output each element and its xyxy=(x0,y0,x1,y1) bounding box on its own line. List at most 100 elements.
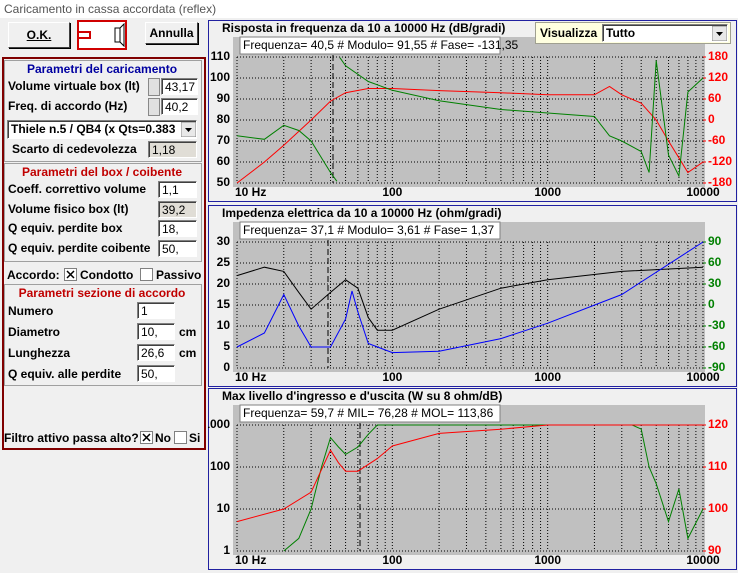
chart-title: Max livello d'ingresso e d'uscita (W su … xyxy=(222,389,502,403)
option-label: Passivo xyxy=(156,268,202,282)
field-label: Lunghezza xyxy=(8,346,70,360)
y-tick-label: 1 xyxy=(223,543,230,557)
y2-tick-label: -120 xyxy=(708,154,732,168)
spinner[interactable] xyxy=(148,78,160,96)
info-text: Frequenza= 37,1 # Modulo= 3,61 # Fase= 1… xyxy=(243,223,495,237)
plot-area xyxy=(233,37,705,187)
info-box xyxy=(239,36,501,55)
field-label: Scarto di cedevolezza xyxy=(12,142,137,156)
series-line xyxy=(236,241,704,354)
field-readonly: 39,2 xyxy=(158,201,197,218)
field-input[interactable]: 50, xyxy=(158,240,197,257)
series-line xyxy=(236,266,704,331)
field-label: Q equiv. perdite box xyxy=(8,221,123,235)
checkbox-checked[interactable] xyxy=(64,268,77,281)
ok-button[interactable]: O.K. xyxy=(8,22,70,48)
y2-tick-label: -60 xyxy=(708,133,726,147)
view-selector: Visualizza Tutto xyxy=(535,22,731,44)
field-label: Volume virtuale box (lt) xyxy=(8,79,140,93)
view-dropdown[interactable]: Tutto xyxy=(602,24,728,42)
field-input[interactable]: 26,6 xyxy=(137,344,175,361)
chart: Impedenza elettrica da 10 a 10000 Hz (oh… xyxy=(208,205,737,387)
y2-tick-label: 110 xyxy=(708,459,728,473)
checkbox-checked[interactable] xyxy=(140,431,153,444)
y-tick-label: 30 xyxy=(217,234,231,248)
y-tick-label: 90 xyxy=(217,91,231,105)
field-input[interactable]: 43,17 xyxy=(161,78,198,95)
field-input[interactable]: 1 xyxy=(137,302,175,319)
field-input[interactable]: 10, xyxy=(137,323,175,340)
field-input[interactable]: 1,1 xyxy=(158,181,197,198)
dropdown-value: Thiele n.5 / QB4 (x Qts=0.383 xyxy=(11,122,176,136)
y2-tick-label: 100 xyxy=(708,501,728,515)
x-tick-label: 10 Hz xyxy=(235,370,266,384)
section-title: Parametri sezione di accordo xyxy=(18,286,186,300)
field-readonly: 1,18 xyxy=(148,141,197,158)
y-tick-label: 80 xyxy=(217,112,231,126)
x-tick-label: 1000 xyxy=(534,370,561,384)
y2-tick-label: 90 xyxy=(708,234,722,248)
alignment-dropdown[interactable]: Thiele n.5 / QB4 (x Qts=0.383 xyxy=(7,120,197,139)
y-tick-label: 100 xyxy=(210,70,230,84)
field-label: Diametro xyxy=(8,325,61,339)
y-tick-label: 60 xyxy=(217,154,231,168)
filter-label: Filtro attivo passa alto? xyxy=(4,431,139,445)
charts: Risposta in frequenza da 10 a 10000 Hz (… xyxy=(208,20,737,570)
field-label: Coeff. correttivo volume xyxy=(8,182,147,196)
field-label: Freq. di accordo (Hz) xyxy=(8,99,128,113)
x-tick-label: 10000 xyxy=(686,185,720,199)
x-tick-label: 1000 xyxy=(534,185,561,199)
field-input[interactable]: 18, xyxy=(158,220,197,237)
parameters-panel xyxy=(2,57,206,450)
box-group xyxy=(4,163,202,262)
y2-tick-label: 60 xyxy=(708,255,722,269)
y-tick-label: 110 xyxy=(211,49,231,63)
checkbox[interactable] xyxy=(140,268,153,281)
info-box xyxy=(239,221,501,240)
series-line xyxy=(236,57,704,182)
chart: Max livello d'ingresso e d'uscita (W su … xyxy=(208,388,737,570)
field-input[interactable]: 40,2 xyxy=(161,98,198,115)
checkbox[interactable] xyxy=(174,431,187,444)
field-input[interactable]: 50, xyxy=(137,365,175,382)
dropdown-arrow[interactable] xyxy=(712,26,727,41)
info-box xyxy=(239,404,501,423)
y2-tick-label: 30 xyxy=(708,276,722,290)
y-tick-label: 10 xyxy=(217,501,231,515)
section-title: Parametri del box / coibente xyxy=(21,165,183,179)
y-tick-label: 70 xyxy=(217,133,231,147)
tuning-label: Accordo: xyxy=(7,268,60,282)
field-label: Q equiv. alle perdite xyxy=(8,367,122,381)
x-tick-label: 100 xyxy=(382,553,402,567)
chart-title: Risposta in frequenza da 10 a 10000 Hz (… xyxy=(222,21,505,35)
y-tick-label: 5 xyxy=(223,339,230,353)
chart: Risposta in frequenza da 10 a 10000 Hz (… xyxy=(208,20,737,202)
plot-area xyxy=(233,405,705,555)
y-tick-label: 10 xyxy=(217,318,231,332)
x-tick-label: 100 xyxy=(382,370,402,384)
dropdown-value: Tutto xyxy=(606,26,636,40)
y2-tick-label: 0 xyxy=(708,297,715,311)
series-line xyxy=(236,424,703,523)
x-tick-label: 100 xyxy=(382,185,402,199)
info-text: Frequenza= 40,5 # Modulo= 91,55 # Fase= … xyxy=(243,38,519,52)
y-tick-label: 25 xyxy=(217,255,231,269)
x-tick-label: 10 Hz xyxy=(235,553,266,567)
x-tick-label: 10000 xyxy=(686,553,720,567)
speaker-icon[interactable] xyxy=(77,20,127,50)
option-label: Si xyxy=(189,431,201,445)
title-bar: Caricamento in cassa accordata (reflex) xyxy=(0,0,738,18)
dropdown-arrow[interactable] xyxy=(181,122,196,137)
field-label: Volume fisico box (lt) xyxy=(8,202,129,216)
spinner[interactable] xyxy=(148,98,160,116)
unit-label: cm xyxy=(179,325,197,339)
field-label: Numero xyxy=(8,304,54,318)
y2-tick-label: -60 xyxy=(708,339,726,353)
x-tick-label: 10000 xyxy=(686,370,720,384)
cancel-button[interactable]: Annulla xyxy=(145,22,198,44)
series-line xyxy=(283,424,704,552)
unit-label: cm xyxy=(179,346,197,360)
y-tick-label: 50 xyxy=(217,175,231,189)
port-group xyxy=(4,284,202,386)
